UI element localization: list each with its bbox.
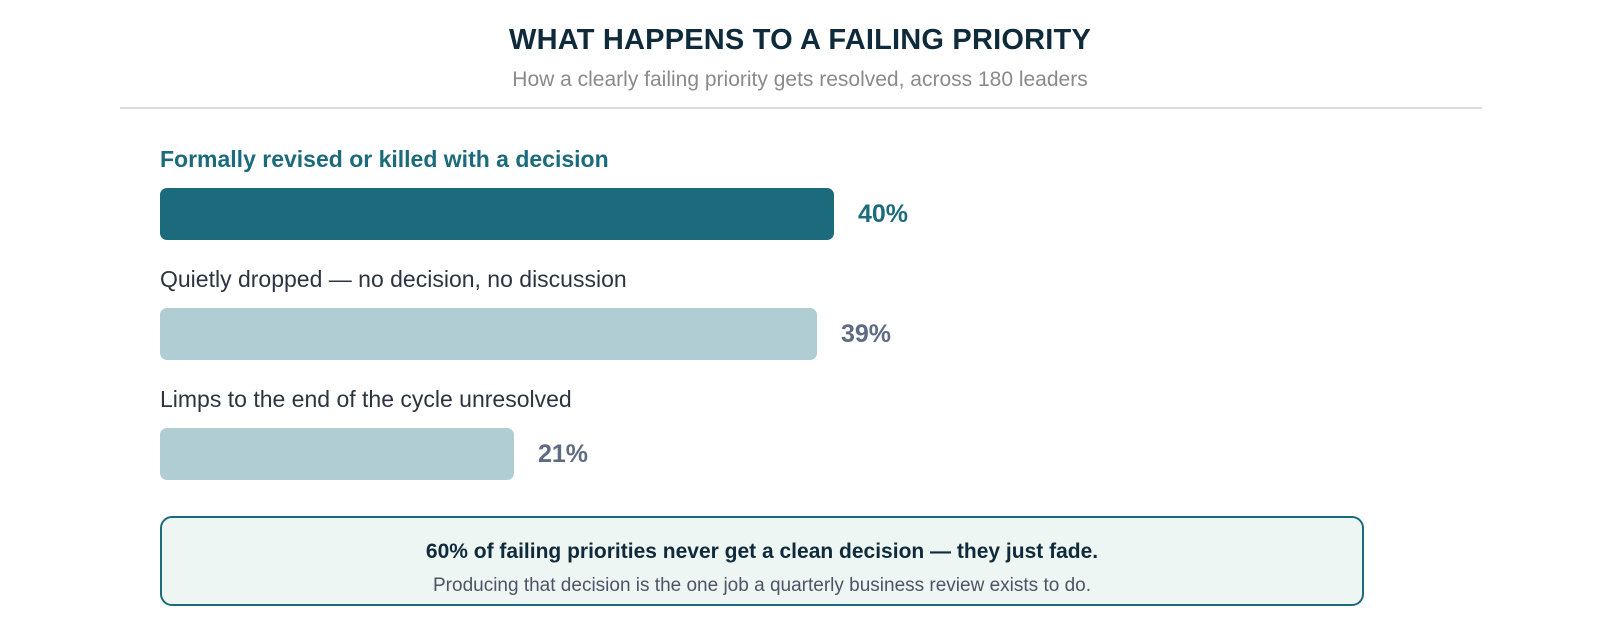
- bar: [160, 308, 817, 360]
- bar: [160, 188, 834, 240]
- callout-box: 60% of failing priorities never get a cl…: [160, 516, 1364, 606]
- value-label: 40%: [858, 200, 909, 228]
- category-label: Limps to the end of the cycle unresolved: [160, 386, 572, 412]
- callout-subtext: Producing that decision is the one job a…: [433, 575, 1091, 596]
- callout-headline: 60% of failing priorities never get a cl…: [425, 540, 1099, 563]
- bar-chart: Formally revised or killed with a decisi…: [160, 146, 909, 480]
- value-label: 21%: [538, 440, 589, 468]
- category-label: Formally revised or killed with a decisi…: [160, 146, 609, 172]
- bar: [160, 428, 514, 480]
- value-label: 39%: [841, 320, 892, 348]
- chart-title: WHAT HAPPENS TO A FAILING PRIORITY: [509, 24, 1091, 56]
- header-divider: [120, 107, 1482, 109]
- chart-subtitle: How a clearly failing priority gets reso…: [512, 68, 1088, 91]
- category-label: Quietly dropped — no decision, no discus…: [160, 266, 627, 292]
